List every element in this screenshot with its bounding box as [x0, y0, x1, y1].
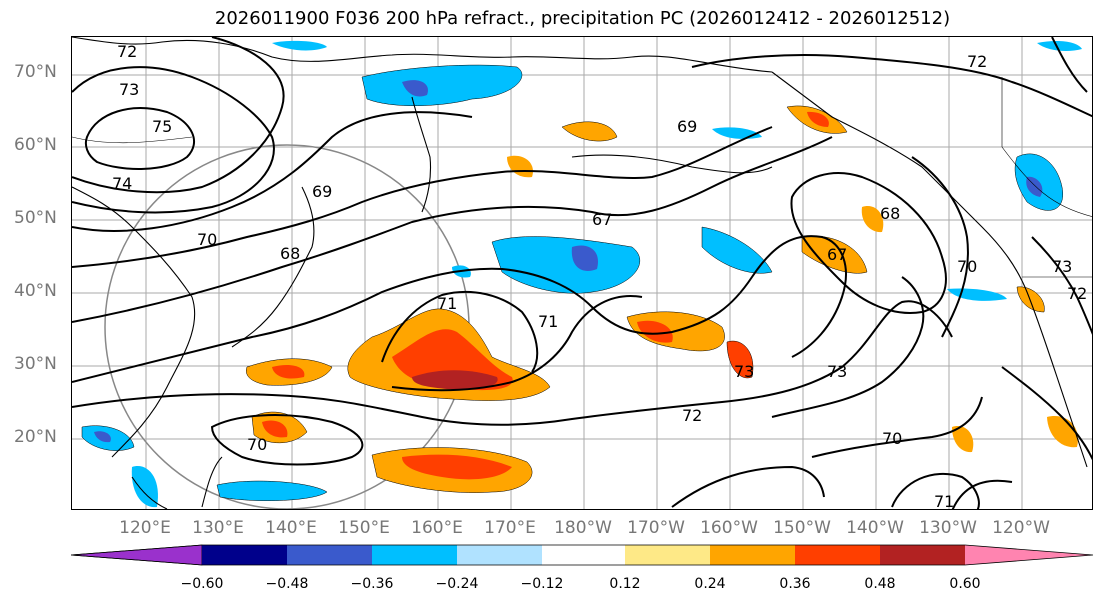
colorbar-segment	[372, 545, 457, 565]
colorbar-tick: 0.60	[949, 576, 981, 592]
contour-label: 73	[119, 80, 139, 99]
colorbar-tick: −0.60	[180, 576, 224, 592]
contour-label: 67	[827, 245, 847, 264]
contour-label: 69	[677, 117, 697, 136]
contour-label: 70	[882, 429, 902, 448]
contour-label: 68	[880, 204, 900, 223]
colorbar-tick: 0.12	[609, 576, 641, 592]
contour-label: 70	[197, 230, 217, 249]
lon-label: 120°E	[119, 518, 171, 538]
colorbar-segment	[710, 545, 795, 565]
colorbar-extend-right	[965, 545, 1093, 565]
contour-label: 69	[312, 182, 332, 201]
contour-label: 72	[1067, 284, 1087, 303]
lat-label: 70°N	[14, 62, 57, 82]
lon-label: 130°E	[192, 518, 244, 538]
lon-label: 120°W	[992, 518, 1050, 538]
lat-label: 40°N	[14, 281, 57, 301]
precip-negative-areas	[81, 40, 1082, 508]
contour-label: 73	[1052, 257, 1072, 276]
colorbar-extend-left	[71, 544, 203, 566]
colorbar-segment	[880, 545, 965, 565]
lon-label: 150°W	[773, 518, 831, 538]
colorbar-segment	[625, 545, 710, 565]
lat-label: 50°N	[14, 208, 57, 228]
colorbar-tick: 0.48	[864, 576, 896, 592]
contour-label: 73	[827, 362, 847, 381]
colorbar-tick: 0.24	[694, 576, 726, 592]
contour-label: 70	[957, 257, 977, 276]
lat-label: 60°N	[14, 135, 57, 155]
contour-label: 71	[934, 492, 954, 510]
contour-label: 70	[247, 435, 267, 454]
lon-label: 140°W	[846, 518, 904, 538]
lon-label: 160°W	[700, 518, 758, 538]
map-panel: 72 73 75 74 70 68 69 71 67 68 67 70 73 7…	[71, 36, 1093, 510]
colorbar	[71, 544, 1094, 566]
contour-label: 68	[280, 244, 300, 263]
contour-label: 71	[538, 312, 558, 331]
lon-label: 150°E	[338, 518, 390, 538]
colorbar-tick: −0.36	[350, 576, 394, 592]
map-title: 2026011900 F036 200 hPa refract., precip…	[214, 8, 951, 29]
colorbar-segment	[542, 545, 625, 565]
contour-label: 72	[967, 52, 987, 71]
lon-label: 160°E	[411, 518, 463, 538]
contour-label: 75	[152, 117, 172, 136]
colorbar-tick: −0.12	[520, 576, 564, 592]
contour-label: 71	[437, 294, 457, 313]
contour-label: 72	[682, 406, 702, 425]
contour-label: 67	[592, 210, 612, 229]
refractivity-contours	[72, 37, 1092, 509]
colorbar-segment	[287, 545, 372, 565]
lon-label: 130°W	[919, 518, 977, 538]
lon-label: 180°W	[554, 518, 612, 538]
colorbar-segment	[795, 545, 880, 565]
coastlines	[72, 37, 1088, 509]
contour-label: 73	[734, 362, 754, 381]
contour-label: 74	[112, 174, 132, 193]
precip-positive-areas	[246, 105, 1078, 493]
lon-label: 170°E	[484, 518, 536, 538]
colorbar-tick: −0.24	[435, 576, 479, 592]
contour-label: 72	[117, 42, 137, 61]
contour-label-group: 72 73 75 74 70 68 69 71 67 68 67 70 73 7…	[112, 42, 1087, 510]
map-canvas: 72 73 75 74 70 68 69 71 67 68 67 70 73 7…	[72, 37, 1092, 510]
colorbar-segment	[202, 545, 287, 565]
colorbar-tick: 0.36	[779, 576, 811, 592]
colorbar-segment	[457, 545, 542, 565]
lat-label: 30°N	[14, 354, 57, 374]
colorbar-tick: −0.48	[265, 576, 309, 592]
lon-label: 140°E	[265, 518, 317, 538]
lat-label: 20°N	[14, 427, 57, 447]
lon-label: 170°W	[627, 518, 685, 538]
